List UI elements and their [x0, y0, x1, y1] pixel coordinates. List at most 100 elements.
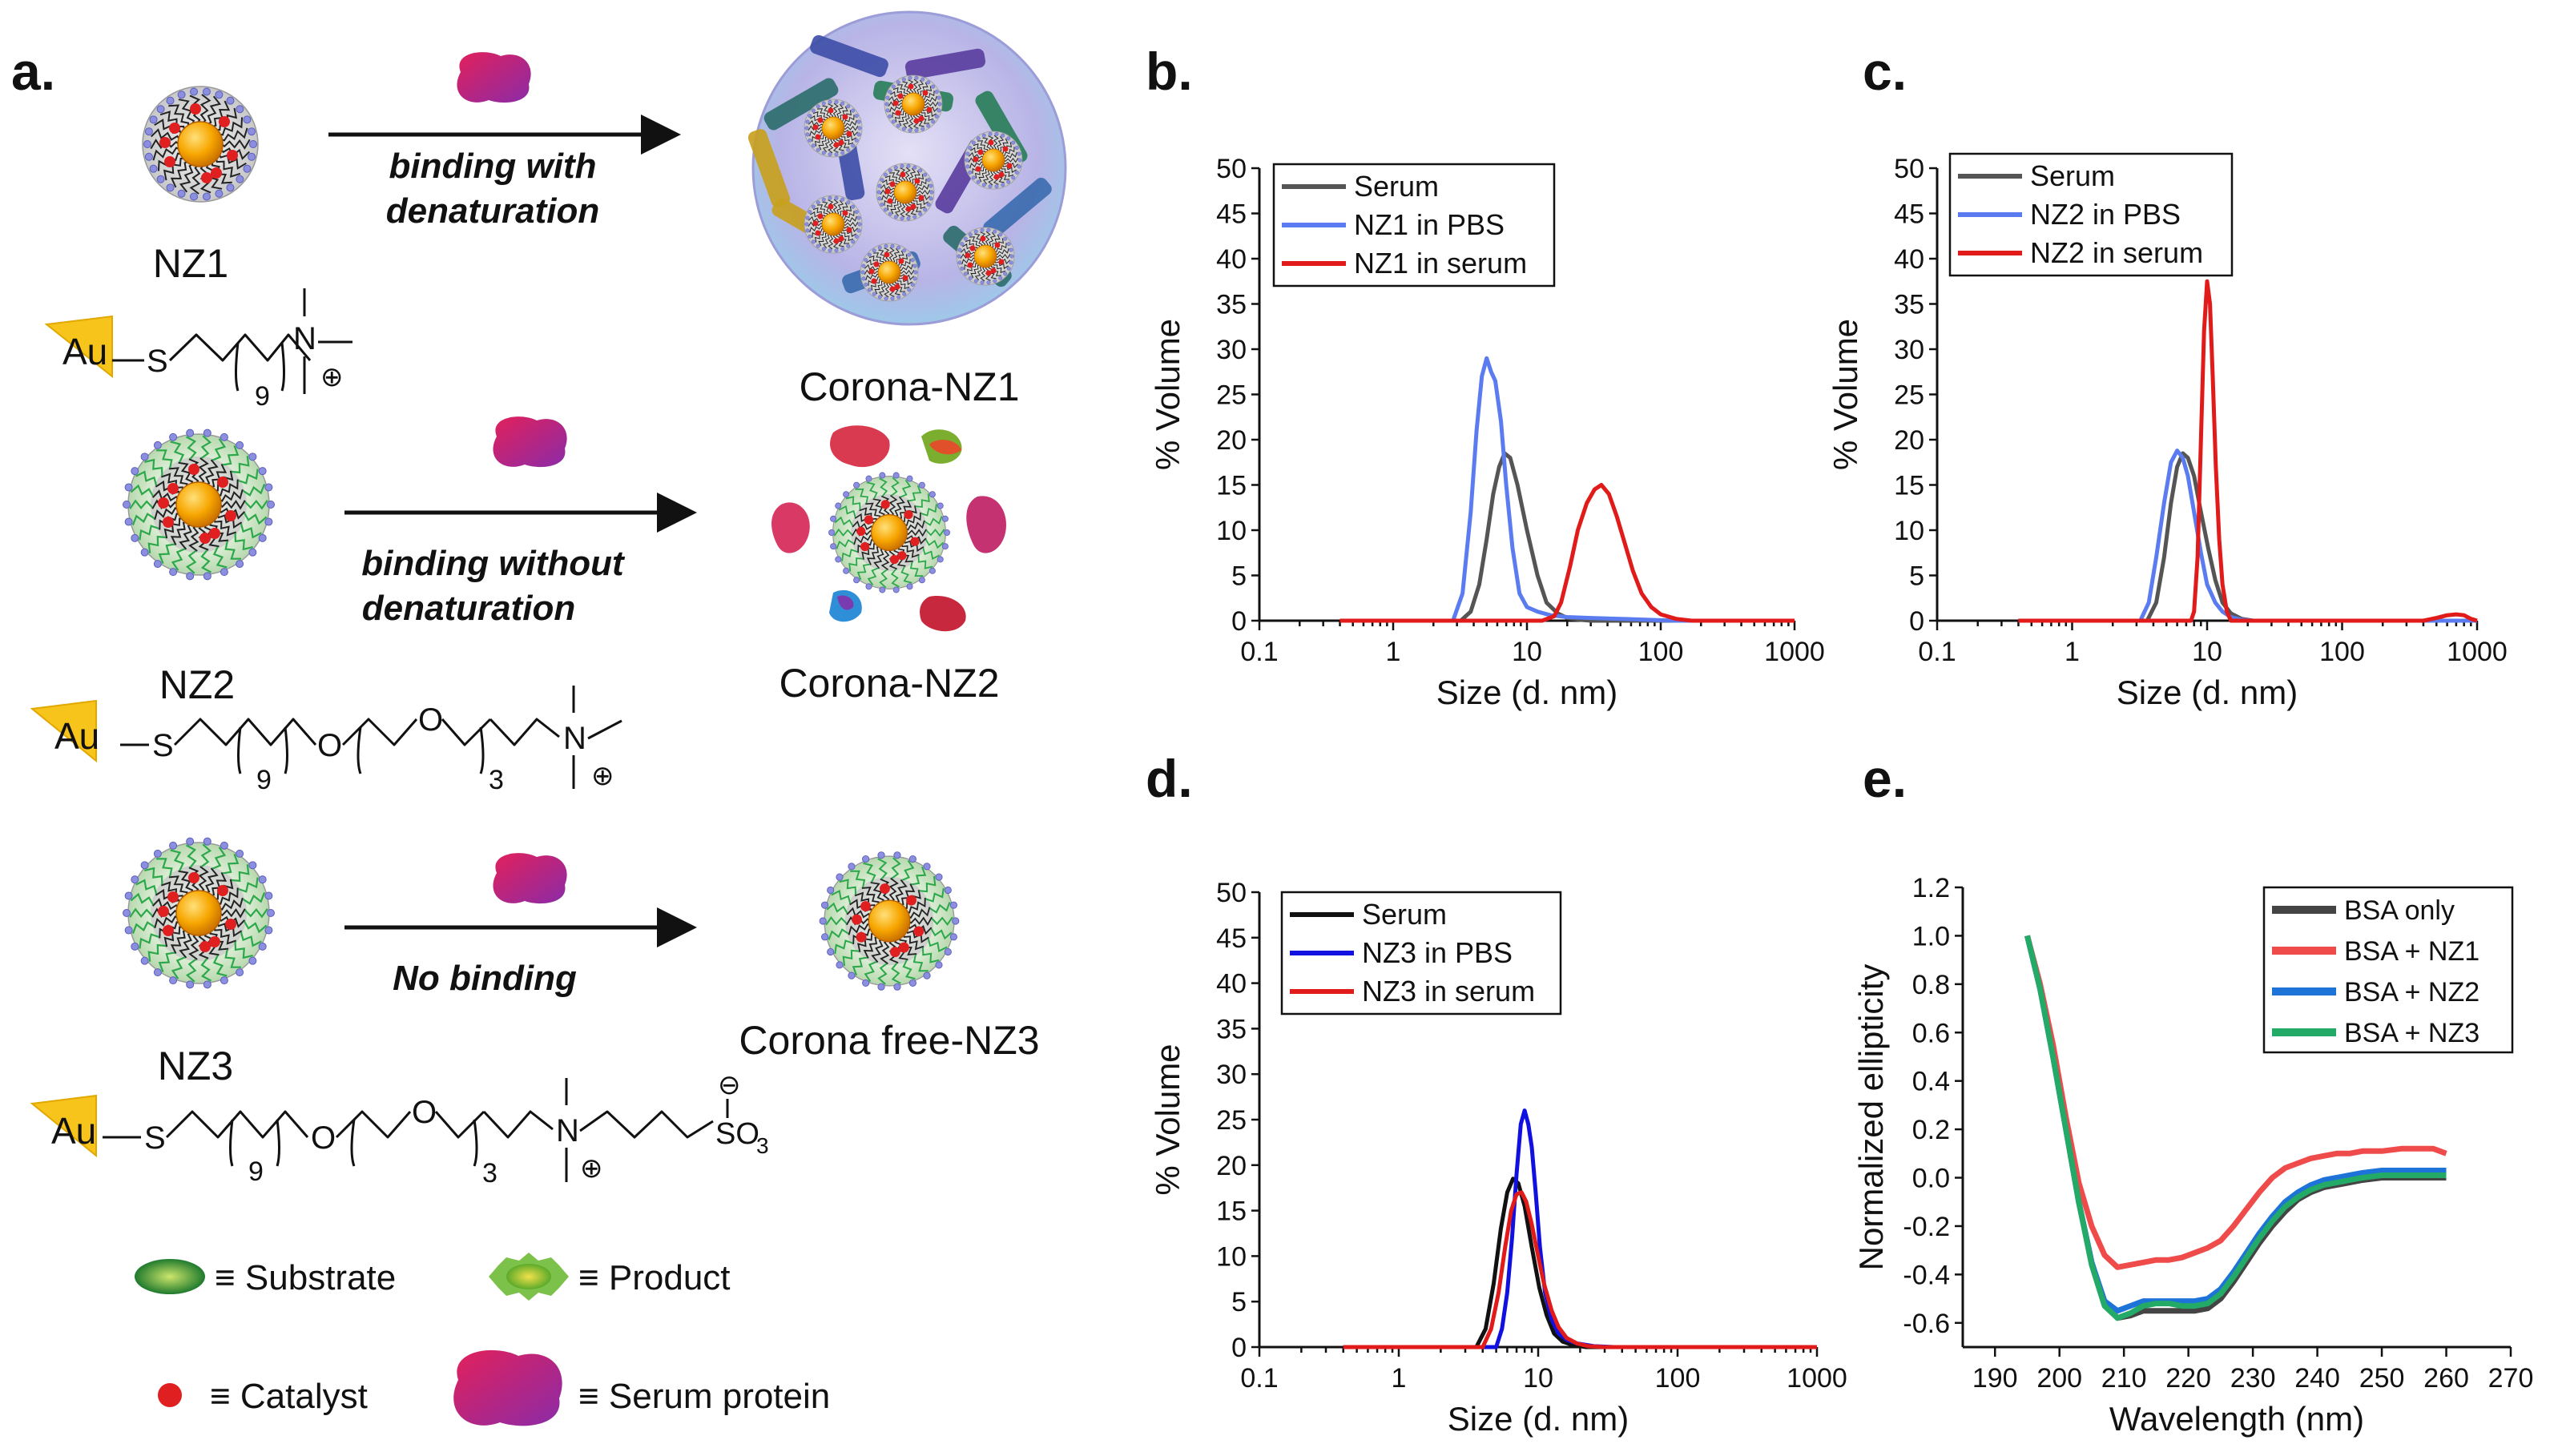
nz1-ligand-structure: Au S 9 N ⊕	[44, 288, 352, 412]
y-tick-label: 50	[1894, 154, 1924, 184]
y-tick-label: 0	[1231, 1333, 1247, 1363]
legend-entry: BSA + NZ2	[2344, 977, 2479, 1008]
x-tick-label: 220	[2165, 1363, 2211, 1394]
chart-e: e. -0.6 -0.4 -0.2 0.0 0.2 0.4 0.6 0.8 1.0 1.2 190 20…	[1852, 749, 2533, 1438]
series-line-nz1-in-pbs	[1339, 356, 1795, 623]
x-tick-label: 1	[1392, 1363, 1407, 1394]
y-tick-label: -0.4	[1903, 1260, 1950, 1290]
chem-sub3-2: 3	[489, 765, 504, 795]
series-line-serum	[2018, 451, 2477, 623]
chem-sub3-3: 3	[482, 1158, 498, 1189]
y-tick-label: 25	[1216, 380, 1247, 411]
arrow-text-1b: denaturation	[386, 191, 599, 231]
nz2-label: NZ2	[159, 662, 235, 707]
nz3-particle	[123, 837, 275, 989]
serum-protein-icon	[457, 52, 531, 103]
chem-o-2a: O	[317, 728, 342, 763]
y-tick-label: 10	[1216, 516, 1247, 546]
y-tick-label: 10	[1216, 1241, 1247, 1272]
chem-au-3: Au	[51, 1110, 96, 1152]
y-tick-label: 25	[1894, 380, 1924, 411]
chart-c: c. 0 5 10 15 20 25 30 35 40 45 50 0.1 1 10 100 1000 Size …	[1827, 42, 2508, 711]
x-tick-label: 230	[2230, 1363, 2276, 1394]
chem-o-3b: O	[412, 1095, 437, 1130]
chem-au-1: Au	[62, 331, 107, 372]
x-tick-label: 100	[1655, 1363, 1701, 1394]
chem-so3-sub: 3	[756, 1133, 769, 1158]
y-tick-label: 45	[1216, 923, 1247, 954]
legend-entry: NZ3 in PBS	[1362, 936, 1513, 969]
y-tick-label: 25	[1216, 1105, 1247, 1136]
legend-entry: NZ1 in PBS	[1354, 208, 1505, 241]
panel-a-legend: ≡ Substrate ≡ Product ≡ Catalyst ≡ Serum…	[135, 1253, 830, 1426]
panel-e-label: e.	[1863, 749, 1907, 808]
legend-box	[2262, 886, 2514, 1054]
legend-c: Serum NZ2 in PBS NZ2 in serum	[1948, 152, 2234, 277]
x-tick-label: 0.1	[1240, 1363, 1278, 1394]
legend-entry: NZ1 in serum	[1354, 247, 1527, 280]
x-axis-label-d: Size (d. nm)	[1448, 1400, 1629, 1438]
panel-c-label: c.	[1863, 42, 1907, 101]
x-tick-label: 1000	[2447, 637, 2508, 667]
nz1-particle	[142, 86, 259, 203]
series-line-bsa-nz3	[2024, 935, 2447, 1321]
y-tick-label: 0.6	[1912, 1018, 1950, 1048]
product-icon	[489, 1253, 569, 1301]
y-tick-label: 0.2	[1912, 1115, 1950, 1145]
series-line-serum	[1343, 1176, 1817, 1349]
series-line-nz2-in-pbs	[2018, 448, 2477, 623]
x-axis-label-c: Size (d. nm)	[2117, 674, 2298, 711]
corona-nz1-particle	[747, 10, 1067, 326]
serum-protein-icon-3	[493, 853, 567, 904]
y-tick-label: 40	[1216, 244, 1247, 275]
y-tick-label: 15	[1894, 471, 1924, 501]
panel-d-label: d.	[1146, 749, 1193, 808]
y-tick-label: 0.0	[1912, 1164, 1950, 1194]
x-tick-label: 190	[1972, 1363, 2018, 1394]
chem-so3: SO	[715, 1117, 759, 1151]
corona-nz2-particle	[771, 425, 1006, 632]
legend-entry: BSA + NZ1	[2344, 936, 2479, 967]
y-tick-label: 0	[1231, 606, 1247, 637]
legend-product: ≡ Product	[578, 1258, 731, 1297]
y-tick-label: 1.2	[1912, 873, 1950, 903]
series-line-serum	[1339, 451, 1795, 623]
corona-free-nz3-label: Corona free-NZ3	[739, 1018, 1039, 1063]
series-line-nz1-in-serum	[1339, 483, 1795, 623]
y-tick-label: 50	[1216, 154, 1247, 184]
y-tick-label: 45	[1216, 199, 1247, 230]
y-tick-label: 35	[1216, 1014, 1247, 1044]
serum-protein-legend-icon	[453, 1349, 562, 1426]
x-tick-label: 200	[2036, 1363, 2082, 1394]
legend-entry: NZ3 in serum	[1362, 975, 1535, 1008]
y-tick-label: 5	[1909, 561, 1924, 592]
y-tick-label: 5	[1231, 1287, 1247, 1317]
substrate-icon	[135, 1259, 205, 1294]
y-axis-label-b: % Volume	[1149, 319, 1186, 470]
legend-entry: Serum	[2030, 159, 2115, 192]
x-tick-label: 0.1	[1918, 637, 1956, 667]
y-tick-label: 0.4	[1912, 1067, 1950, 1097]
x-tick-label: 240	[2294, 1363, 2340, 1394]
y-tick-label: 30	[1894, 335, 1924, 365]
chem-n-1: N	[293, 321, 316, 356]
y-tick-label: 1.0	[1912, 921, 1950, 951]
y-tick-label: 15	[1216, 471, 1247, 501]
y-tick-label: 0	[1909, 606, 1924, 637]
y-tick-label: 35	[1216, 290, 1247, 320]
legend-entry: BSA only	[2344, 895, 2455, 926]
y-tick-label: 30	[1216, 1060, 1247, 1090]
chem-n-3: N	[556, 1113, 579, 1148]
y-tick-label: 0.8	[1912, 970, 1950, 1000]
y-tick-label: 15	[1216, 1197, 1247, 1227]
arrow-text-2b: denaturation	[362, 589, 575, 628]
nz2-ligand-structure: Au S 9 O O 3 N ⊕	[30, 686, 622, 795]
chem-minus-3: ⊖	[718, 1070, 741, 1100]
legend-entry: Serum	[1354, 170, 1439, 203]
x-tick-label: 10	[1523, 1363, 1553, 1394]
series-line-bsa-nz1	[2024, 935, 2447, 1270]
y-tick-label: 40	[1216, 969, 1247, 999]
corona-nz1-label: Corona-NZ1	[799, 364, 1019, 409]
y-tick-label: 10	[1894, 516, 1924, 546]
